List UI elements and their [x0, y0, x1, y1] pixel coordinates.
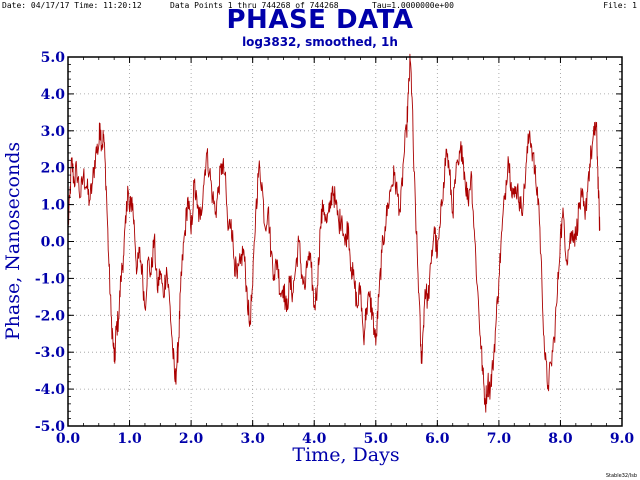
- x-tick-label: 3.0: [240, 431, 265, 447]
- x-tick-label: 8.0: [548, 431, 573, 447]
- x-tick-label: 7.0: [487, 431, 512, 447]
- y-tick-label: 1.0: [41, 198, 66, 214]
- header-file: File: 1: [603, 1, 637, 10]
- y-tick-label: -5.0: [35, 419, 65, 435]
- x-axis-label: Time, Days: [292, 444, 400, 466]
- header-tau: Tau=1.0000000e+00: [372, 1, 454, 10]
- y-tick-label: 4.0: [41, 87, 66, 103]
- x-tick-label: 0.0: [56, 431, 81, 447]
- footer-credit: Stable32/Isb: [605, 473, 637, 479]
- tick-marks: [67, 56, 623, 427]
- x-tick-label: 9.0: [610, 431, 635, 447]
- y-tick-label: 0.0: [41, 235, 66, 251]
- x-tick-label: 1.0: [117, 431, 142, 447]
- phase-series-line: [67, 53, 601, 413]
- y-tick-label: 3.0: [41, 124, 66, 140]
- y-tick-label: -1.0: [35, 271, 65, 287]
- x-tick-label: 6.0: [425, 431, 450, 447]
- x-tick-label: 4.0: [302, 431, 327, 447]
- tick-labels: 0.0 1.0 2.0 3.0 4.0 5.0 6.0 7.0 8.0 9.0 5.0 4.0 3.0 2…: [35, 50, 635, 447]
- y-axis-label: Phase, Nanoseconds: [2, 141, 24, 341]
- header-data-points: Data Points 1 thru 744268 of 744268: [170, 1, 339, 10]
- chart-title: PHASE DATA: [226, 5, 414, 35]
- x-tick-label: 2.0: [179, 431, 204, 447]
- y-tick-label: 2.0: [41, 161, 66, 177]
- y-tick-label: -3.0: [35, 345, 65, 361]
- x-tick-label: 5.0: [364, 431, 389, 447]
- header-date: Date: 04/17/17 Time: 11:20:12: [2, 1, 142, 10]
- chart-subtitle: log3832, smoothed, 1h: [242, 35, 398, 49]
- y-tick-label: 5.0: [41, 50, 66, 66]
- y-tick-label: -2.0: [35, 308, 65, 324]
- y-tick-label: -4.0: [35, 382, 65, 398]
- trace-layer: [67, 53, 601, 413]
